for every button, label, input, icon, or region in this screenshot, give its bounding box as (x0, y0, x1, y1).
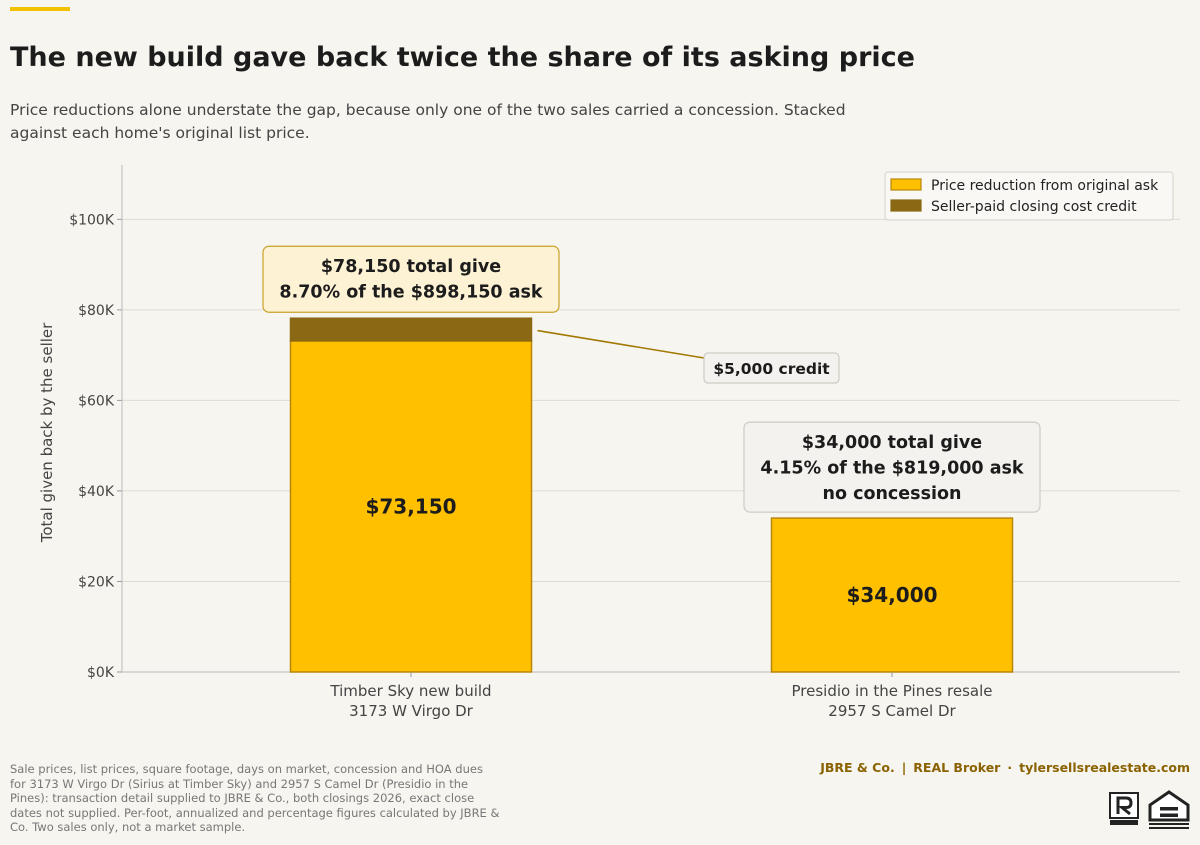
y-tick-label: $80K (78, 303, 115, 319)
y-tick-label: $20K (78, 574, 115, 590)
brand-dot: · (1007, 760, 1013, 775)
brand-separator: | (901, 760, 907, 775)
brand-line: JBRE & Co. | REAL Broker · tylersellsrealest… (820, 760, 1190, 775)
bar-price-reduction (770, 517, 1014, 673)
y-tick-label: $0K (87, 665, 115, 681)
y-tick-label: $60K (78, 393, 115, 409)
total-callout-text: $78,150 total give (321, 257, 501, 277)
chart-subtitle: Price reductions alone understate the ga… (10, 101, 846, 142)
x-tick-sublabel: 2957 S Camel Dr (828, 702, 956, 720)
x-tick-sublabel: 3173 W Virgo Dr (349, 702, 474, 720)
brand-website: tylersellsrealestate.com (1019, 760, 1190, 775)
credit-callout-box (703, 352, 840, 384)
credit-callout-text: $5,000 credit (713, 360, 830, 378)
total-callout-text: $34,000 total give (802, 433, 982, 453)
legend-label: Seller-paid closing cost credit (931, 199, 1137, 215)
total-callout-box (262, 245, 560, 313)
x-tick-label: Presidio in the Pines resale (792, 682, 993, 700)
total-callout-text: 4.15% of the $819,000 ask (760, 459, 1024, 479)
total-callout-text: 8.70% of the $898,150 ask (279, 283, 543, 303)
bar-price-reduction (289, 340, 533, 673)
realtor-icon (1109, 792, 1139, 825)
equal-housing-opportunity-icon (1148, 790, 1190, 829)
source-footnote: Sale prices, list prices, square footage… (10, 762, 500, 835)
chart-title: The new build gave back twice the share … (10, 42, 915, 73)
bar-value-label: $34,000 (846, 583, 937, 607)
legend-swatch-closing-credit (890, 199, 922, 212)
bar-value-label: $73,150 (365, 494, 456, 518)
legend-box (884, 171, 1174, 221)
brand-company: JBRE & Co. (820, 760, 895, 775)
y-tick-label: $100K (69, 212, 115, 228)
x-tick-label: Timber Sky new build (329, 682, 491, 700)
total-callout-box (743, 421, 1041, 513)
total-callout-text: no concession (823, 484, 962, 504)
y-axis-label: Total given back by the seller (38, 322, 56, 543)
credit-leader-line (537, 329, 705, 359)
brand-broker: REAL Broker (913, 760, 1001, 775)
legend-label: Price reduction from original ask (931, 178, 1159, 194)
accent-bar (10, 7, 70, 11)
legend-swatch-price-reduction (890, 178, 922, 191)
y-tick-label: $40K (78, 484, 115, 500)
bar-closing-credit (289, 317, 533, 342)
